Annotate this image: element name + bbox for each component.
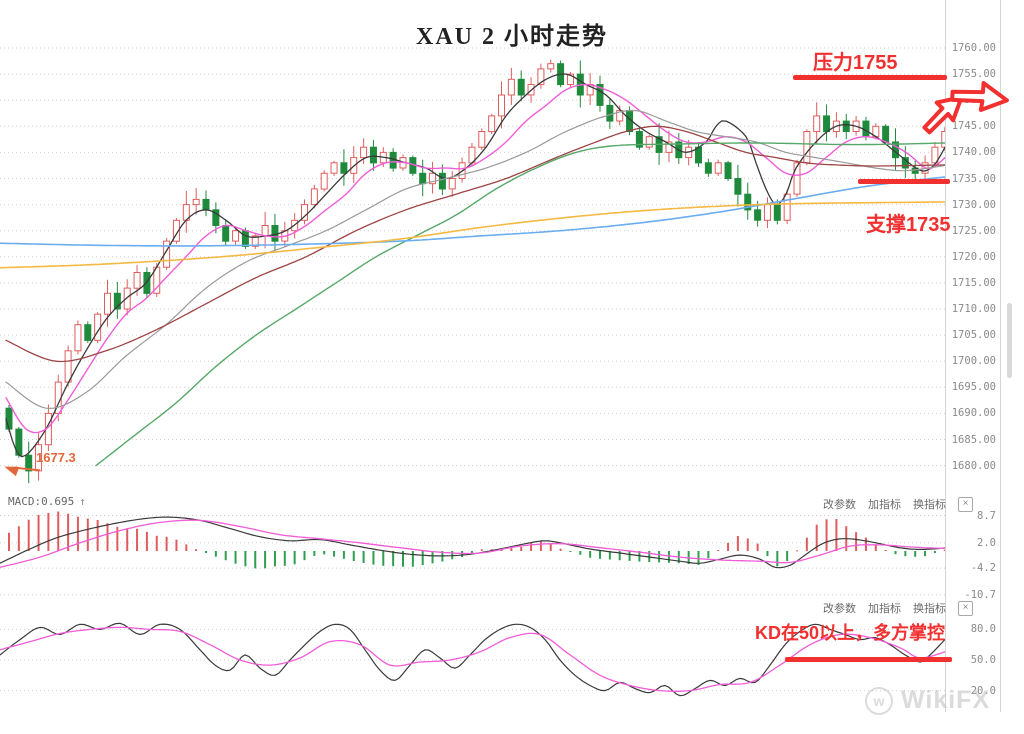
price-axis-label: 1695.00 [951, 381, 996, 393]
price-axis-label: 1710.00 [951, 303, 996, 315]
macd-axis-label: -4.2 [970, 562, 996, 574]
price-axis-label: 1760.00 [951, 42, 996, 54]
price-axis-label: 1685.00 [951, 434, 996, 446]
price-axis-label: 1745.00 [951, 120, 996, 132]
kd-note-label: KD在50以上，多方掌控 [755, 623, 946, 643]
macd-panel-chart[interactable] [0, 491, 946, 598]
price-axis-label: 1690.00 [951, 407, 996, 419]
support-line [858, 179, 950, 184]
small-up-right-arrow-icon [922, 95, 964, 135]
price-axis-label: 1720.00 [951, 251, 996, 263]
macd-value-text: MACD:0.695 [8, 495, 75, 508]
kd-panel-chart[interactable] [0, 598, 946, 712]
watermark-text: WikiFX [901, 686, 991, 714]
macd-axis-label: 8.7 [977, 510, 996, 522]
resistance-line [793, 75, 947, 80]
macd-value-label: MACD:0.695 ↑ [8, 495, 86, 508]
bullish-arrows-drawing [922, 81, 1009, 135]
kd-toolbar: 改参数 加指标 换指标 × [823, 600, 973, 616]
session-low-label: 1677.3 [36, 450, 76, 465]
right-border-line [1000, 0, 1001, 712]
price-axis-label: 1730.00 [951, 199, 996, 211]
price-axis-label: 1725.00 [951, 225, 996, 237]
price-axis-label: 1755.00 [951, 68, 996, 80]
main-price-chart[interactable] [0, 0, 946, 491]
scrollbar-thumb[interactable] [1007, 303, 1012, 378]
kd-toolbar-button-3[interactable]: 换指标 [913, 603, 946, 615]
wikifx-logo-icon: w [865, 686, 893, 715]
macd-toolbar-button-2[interactable]: 加指标 [868, 499, 901, 511]
watermark: w WikiFX [865, 686, 990, 715]
price-axis-label: 1680.00 [951, 460, 996, 472]
kd-axis: 80.0 50.0 20.0 [948, 0, 998, 712]
macd-axis-label: -10.7 [964, 589, 996, 601]
price-axis-label: 1705.00 [951, 329, 996, 341]
macd-toolbar-button-1[interactable]: 改参数 [823, 499, 856, 511]
macd-up-arrow-icon: ↑ [79, 495, 86, 508]
macd-axis-label: 2.0 [977, 537, 996, 549]
price-axis-label: 1700.00 [951, 355, 996, 367]
macd-toolbar: 改参数 加指标 换指标 × [823, 496, 973, 512]
axis-separator-line [945, 0, 946, 712]
price-axis-label: 1715.00 [951, 277, 996, 289]
support-label: 支撑1735 [866, 214, 951, 236]
kd-50-line [785, 657, 952, 662]
kd-toolbar-close-button[interactable]: × [958, 600, 973, 616]
price-axis-label: 1735.00 [951, 173, 996, 185]
kd-toolbar-button-1[interactable]: 改参数 [823, 603, 856, 615]
big-right-arrow-icon [950, 81, 1009, 112]
macd-axis: 8.7 2.0 -4.2 -10.7 [948, 0, 998, 712]
macd-toolbar-button-3[interactable]: 换指标 [913, 499, 946, 511]
resistance-label: 压力1755 [813, 52, 898, 74]
kd-axis-label: 20.0 [970, 685, 996, 697]
kd-axis-label: 50.0 [970, 654, 996, 666]
price-axis-label: 1740.00 [951, 146, 996, 158]
macd-toolbar-close-button[interactable]: × [958, 496, 973, 512]
kd-axis-label: 80.0 [970, 623, 996, 635]
chart-title: XAU 2 小时走势 [416, 24, 608, 50]
kd-toolbar-button-2[interactable]: 加指标 [868, 603, 901, 615]
